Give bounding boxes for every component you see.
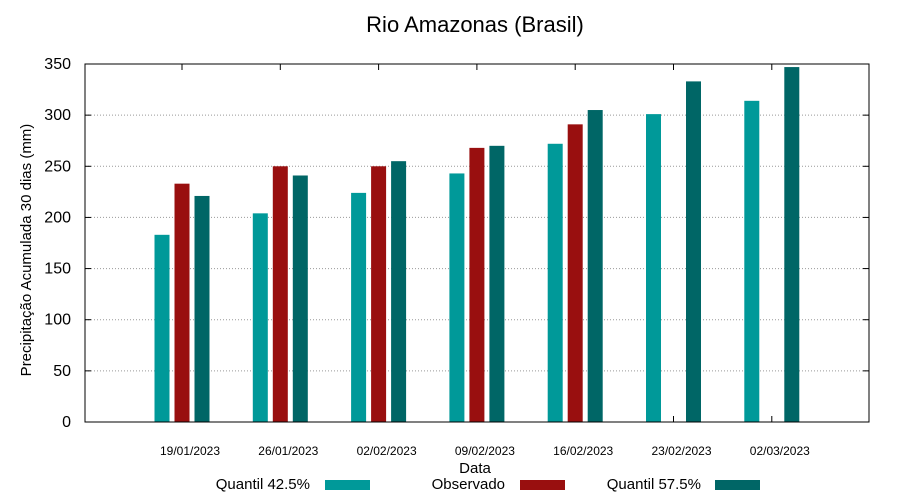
bar-observado-0 (174, 183, 190, 422)
x-tick-label: 02/02/2023 (357, 444, 417, 458)
x-tick-label: 23/02/2023 (651, 444, 711, 458)
y-tick-label: 250 (44, 158, 71, 175)
legend-label: Quantil 42.5% (216, 476, 310, 493)
plot-border (84, 63, 870, 423)
y-tick-label: 300 (44, 107, 71, 124)
legend-label: Quantil 57.5% (607, 476, 701, 493)
bar-observado-4 (567, 124, 583, 422)
legend-swatch (325, 480, 370, 490)
legend: Quantil 42.5% Observado Quantil 57.5% (216, 476, 760, 493)
y-tick-label: 100 (44, 312, 71, 329)
x-tick-label: 26/01/2023 (258, 444, 318, 458)
x-axis-label: Data (459, 460, 491, 477)
bar-observado-3 (469, 147, 485, 423)
bar-quantil-57-5-3 (489, 145, 505, 423)
bar-quantil-42-5-4 (547, 143, 563, 423)
x-tick-label: 09/02/2023 (455, 444, 515, 458)
bar-quantil-57-5-5 (686, 81, 701, 422)
y-tick-label: 150 (44, 261, 71, 278)
x-tick-label: 19/01/2023 (160, 444, 220, 458)
legend-swatch (520, 480, 565, 490)
bar-quantil-42-5-5 (646, 114, 661, 423)
y-tick-label: 200 (44, 209, 71, 226)
bar-quantil-57-5-4 (587, 110, 603, 423)
y-tick-label: 350 (44, 56, 71, 73)
bar-quantil-42-5-6 (744, 100, 760, 422)
bar-quantil-42-5-2 (351, 192, 367, 422)
bar-quantil-42-5-1 (252, 213, 268, 422)
bar-quantil-57-5-0 (194, 195, 210, 422)
x-tick-labels: 19/01/2023 26/01/2023 02/02/2023 09/02/2023… (160, 444, 810, 458)
bar-quantil-57-5-2 (391, 161, 407, 422)
x-tick-label: 16/02/2023 (553, 444, 613, 458)
bar-quantil-42-5-0 (154, 234, 170, 422)
y-axis-label: Precipitação Acumulada 30 dias (mm) (18, 124, 35, 377)
legend-label: Observado (432, 476, 505, 493)
legend-swatch (715, 480, 760, 490)
y-tick-label: 0 (62, 414, 71, 431)
bar-quantil-57-5-1 (292, 175, 308, 422)
x-tick-label: 02/03/2023 (750, 444, 810, 458)
chart-title: Rio Amazonas (Brasil) (366, 12, 584, 37)
bar-quantil-57-5-6 (784, 67, 800, 422)
y-tick-label: 50 (53, 363, 71, 380)
bar-observado-1 (272, 166, 288, 422)
bars (154, 67, 800, 423)
y-tick-labels: 0 50 100 150 200 250 300 350 (44, 56, 71, 431)
bar-quantil-42-5-3 (449, 173, 465, 422)
bar-observado-2 (371, 166, 387, 422)
